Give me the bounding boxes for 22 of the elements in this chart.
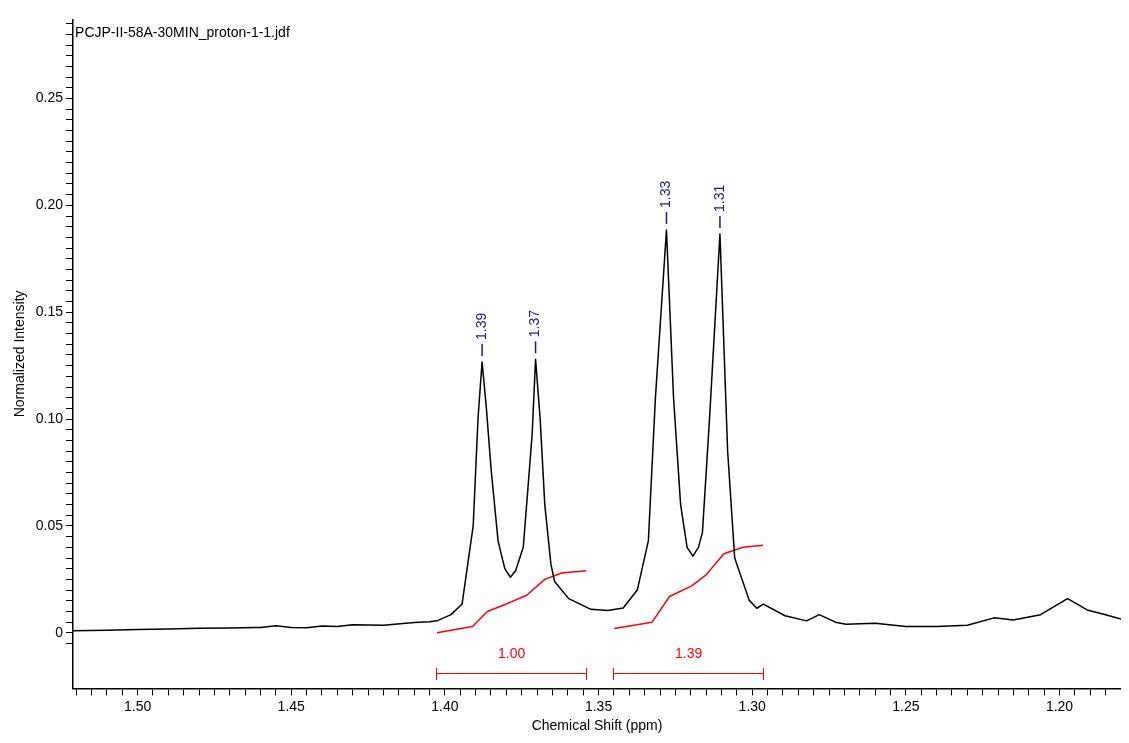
- annotation: 1.39: [674, 645, 703, 662]
- x-tick-label: 1.35: [584, 697, 613, 714]
- x-tick-label: 1.40: [431, 697, 459, 714]
- y-tick-label: 0.25: [35, 89, 64, 106]
- y-tick-label: 0: [55, 623, 64, 640]
- x-tick-label: 1.45: [277, 697, 306, 714]
- annotation: 1.39: [472, 312, 489, 341]
- x-tick-label: 1.20: [1045, 697, 1074, 714]
- x-tick-label: 1.25: [892, 697, 920, 714]
- annotation: 1.33: [657, 180, 674, 208]
- y-tick-label: 0.20: [35, 196, 64, 213]
- x-tick-label: 1.50: [123, 697, 152, 714]
- annotation: 1.37: [526, 309, 543, 338]
- chart-title: PCJP-II-58A-30MIN_proton-1-1.jdf: [75, 24, 290, 41]
- x-axis-title: Chemical Shift (ppm): [531, 717, 663, 734]
- x-tick-label: 1.30: [738, 697, 767, 714]
- y-tick-label: 0.10: [35, 409, 64, 426]
- y-tick-label: 0.05: [35, 516, 64, 533]
- annotation: 1.31: [710, 184, 727, 212]
- annotation: 1.00: [497, 645, 526, 662]
- y-axis-title: Normalized Intensity: [11, 290, 28, 418]
- y-tick-label: 0.15: [35, 303, 64, 320]
